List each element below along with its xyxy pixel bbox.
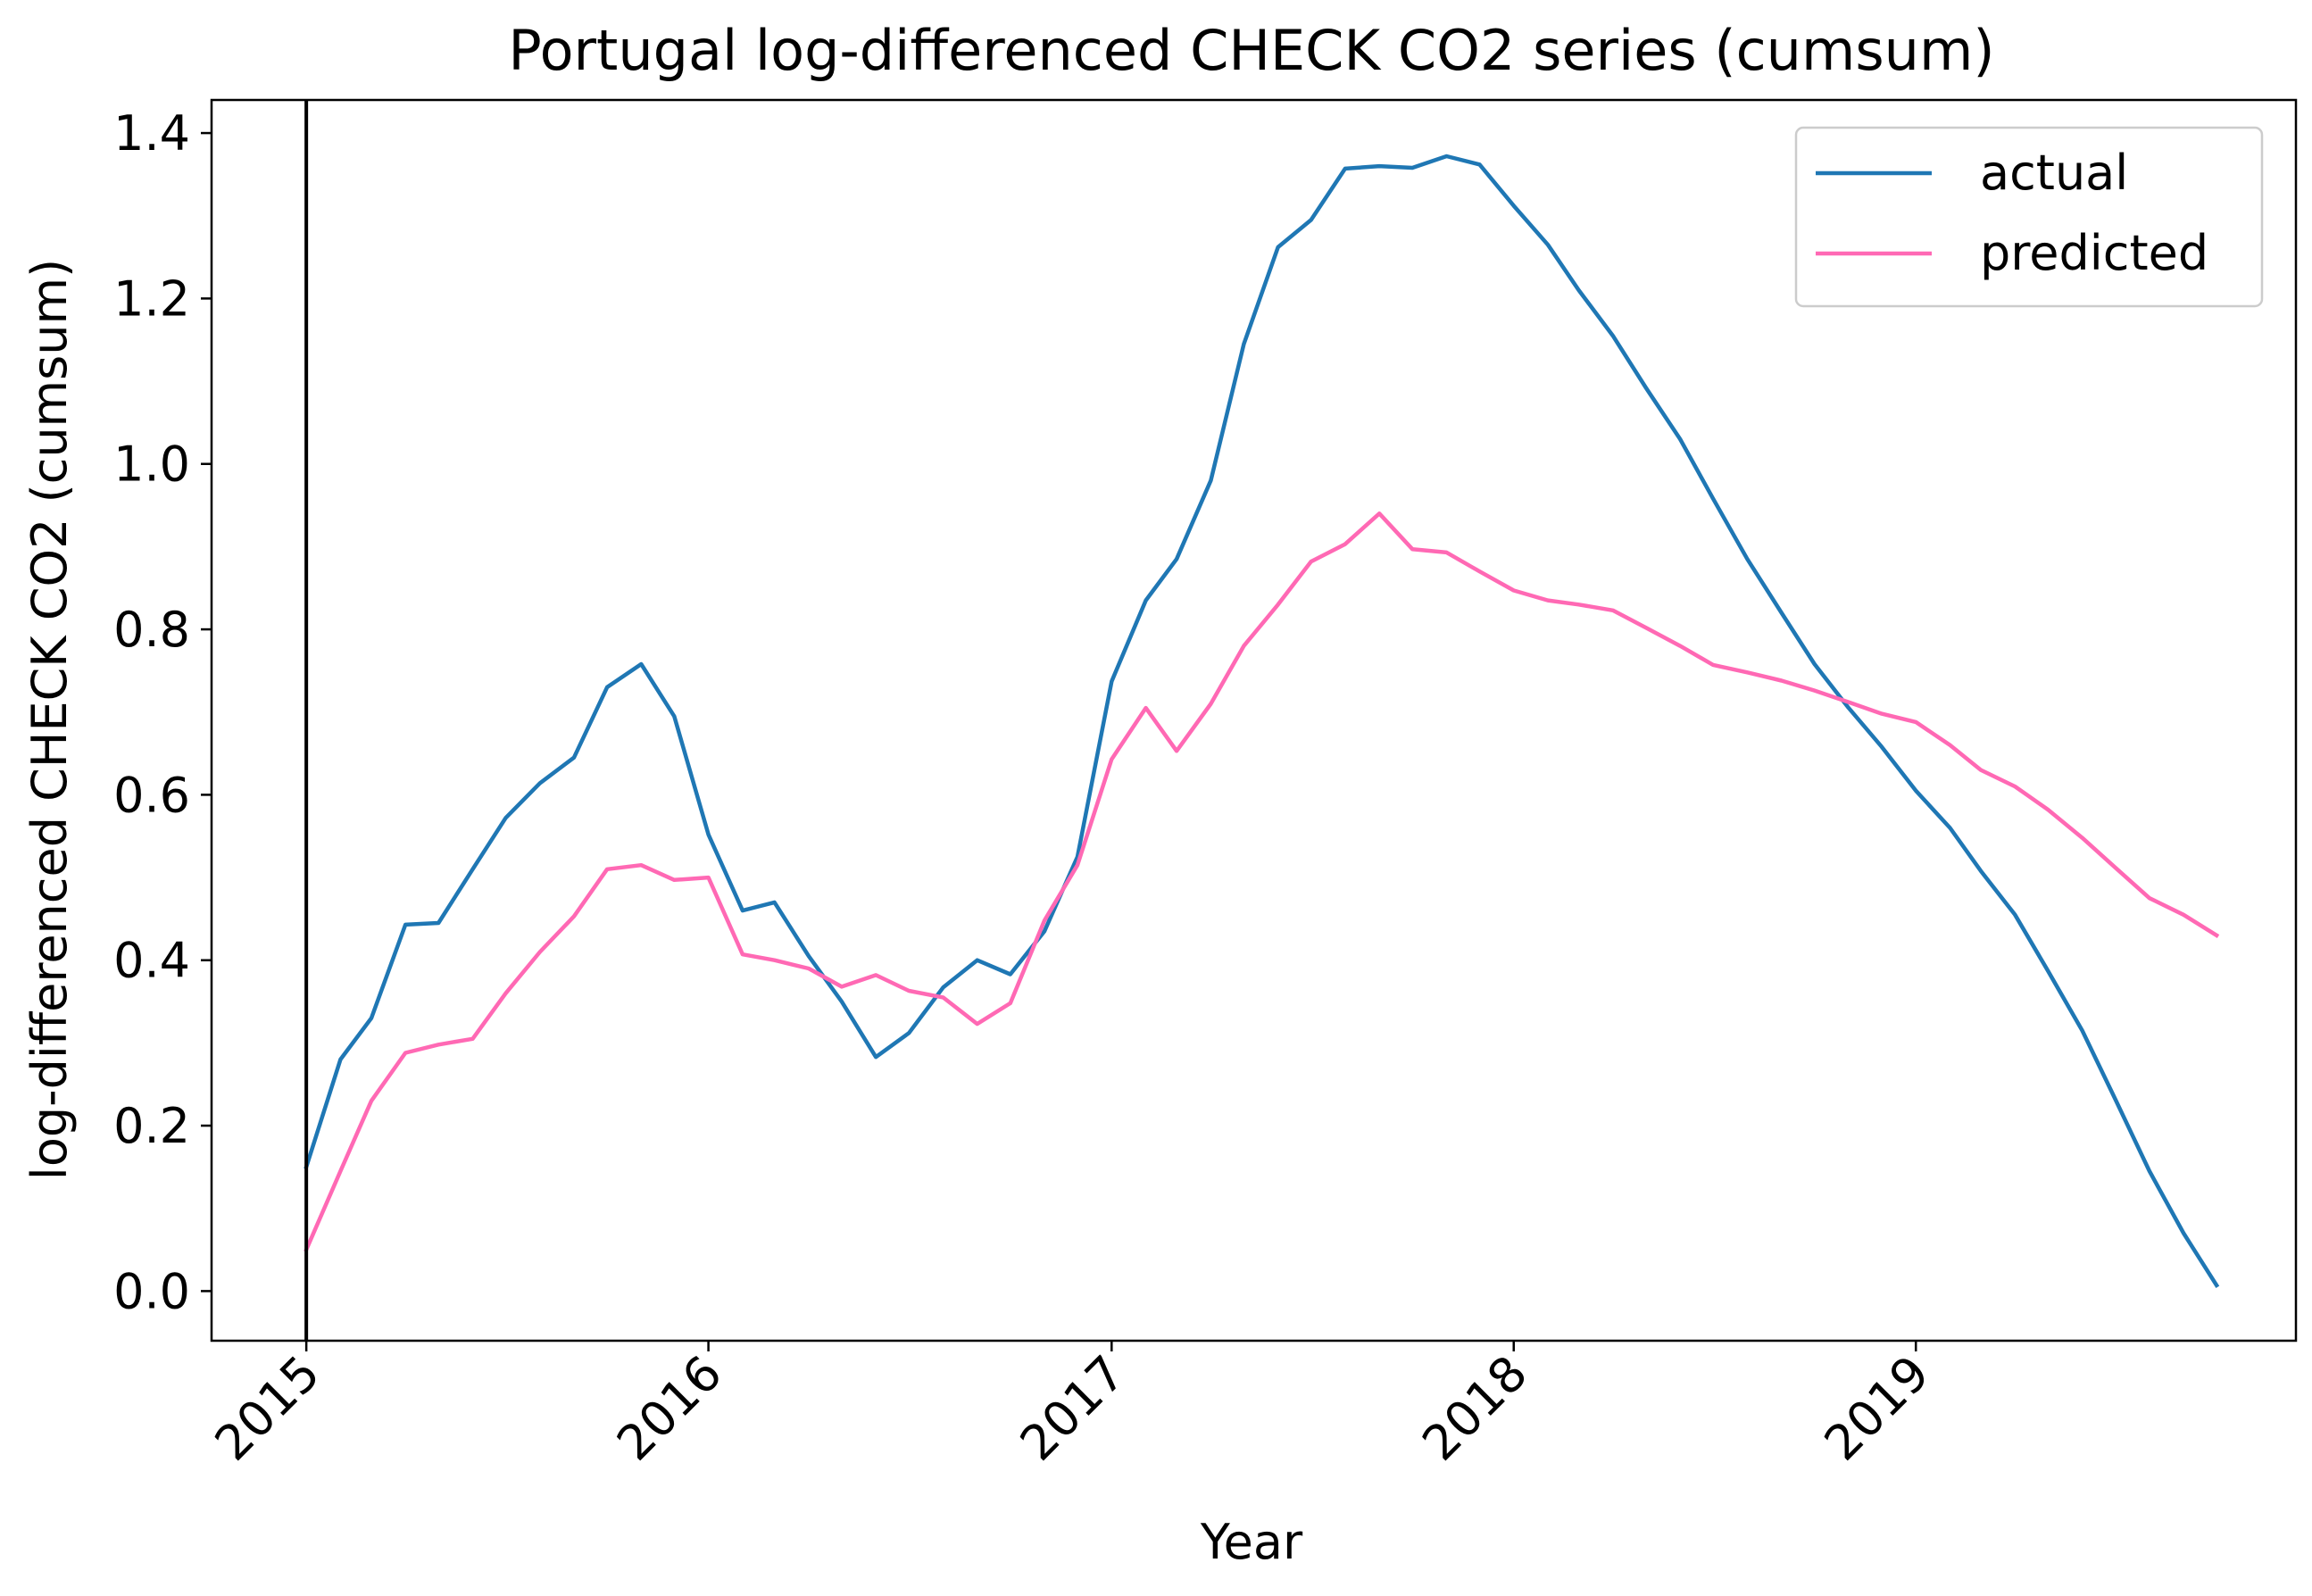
y-tick-label-1: 0.2 xyxy=(113,1098,190,1154)
legend-predicted-label: predicted xyxy=(1980,225,2208,281)
legend-actual-label: actual xyxy=(1980,145,2128,201)
x-axis-label: Year xyxy=(1200,1514,1303,1570)
series-lines xyxy=(304,154,2220,1289)
plot-frame xyxy=(210,98,2298,1342)
y-axis-label: log-differenced CHECK CO2 (cumsum) xyxy=(21,259,78,1180)
y-tick-label-7: 1.4 xyxy=(113,105,190,162)
y-tick-label-6: 1.2 xyxy=(113,270,190,327)
y-tick-label-5: 1.0 xyxy=(113,436,190,493)
y-tick-label-0: 0.0 xyxy=(113,1263,190,1319)
plot-area xyxy=(210,98,2298,1342)
series-line-predicted xyxy=(304,511,2220,1253)
legend: actual predicted xyxy=(1794,126,2264,308)
y-tick-label-3: 0.6 xyxy=(113,767,190,823)
y-axis: 0.0 0.2 0.4 0.6 0.8 1.0 1.2 1.4 xyxy=(113,105,212,1319)
series-line-actual xyxy=(304,154,2220,1289)
y-tick-label-4: 0.8 xyxy=(113,602,190,658)
chart-title: Portugal log-differenced CHECK CO2 serie… xyxy=(508,18,1994,83)
y-tick-label-2: 0.4 xyxy=(113,933,190,989)
